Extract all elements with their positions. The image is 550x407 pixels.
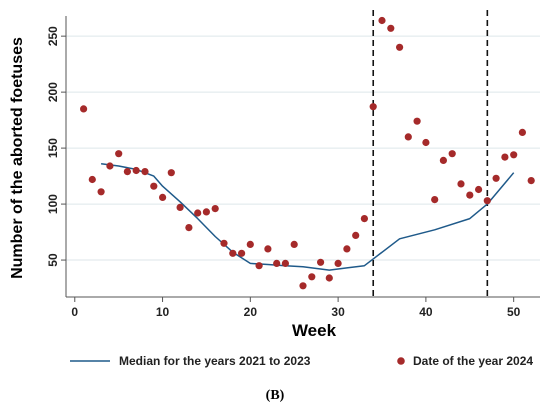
- data-point-week-13: [185, 224, 193, 232]
- data-point-week-30: [334, 259, 342, 267]
- data-point-week-2: [88, 175, 96, 184]
- data-point-week-22: [264, 245, 272, 253]
- reference-lines: [372, 10, 489, 297]
- data-point-week-8: [141, 168, 149, 176]
- data-point-week-32: [352, 231, 360, 239]
- median-series: [101, 163, 515, 271]
- x-tick-label-10: 10: [156, 305, 170, 319]
- data-point-week-1: [80, 105, 88, 113]
- median-line: [101, 163, 515, 271]
- points-series: [80, 16, 535, 290]
- legend-point-swatch: [397, 357, 405, 365]
- data-point-week-47: [483, 197, 491, 205]
- legend: Median for the years 2021 to 2023 Date o…: [70, 354, 533, 368]
- data-point-week-43: [448, 150, 456, 158]
- data-point-week-34: [369, 103, 377, 111]
- legend-point-label: Date of the year 2024: [413, 354, 533, 368]
- x-tick-label-0: 0: [71, 305, 78, 319]
- data-point-week-33: [360, 215, 368, 223]
- y-axis-title: Number of the aborted foetuses: [9, 37, 26, 279]
- data-point-week-5: [115, 150, 123, 158]
- data-point-week-19: [238, 249, 246, 257]
- x-ticks: 0 10 20 30 40 50: [71, 297, 521, 319]
- data-point-week-28: [317, 258, 325, 266]
- data-point-week-6: [123, 168, 131, 176]
- x-tick-label-20: 20: [244, 305, 258, 319]
- data-point-week-36: [387, 24, 395, 32]
- y-tick-label-150: 150: [46, 138, 60, 158]
- y-tick-label-100: 100: [46, 194, 60, 214]
- x-axis-title: Week: [292, 321, 337, 340]
- panel-label: (B): [266, 388, 285, 403]
- x-tick-label-30: 30: [331, 305, 345, 319]
- data-point-week-49: [501, 153, 509, 161]
- data-point-week-45: [466, 191, 474, 199]
- data-point-week-15: [202, 208, 210, 216]
- data-point-week-25: [290, 240, 298, 248]
- data-point-week-41: [431, 196, 439, 204]
- data-point-week-52: [527, 177, 535, 185]
- grid: [66, 35, 540, 261]
- data-point-week-7: [132, 166, 140, 175]
- data-point-week-4: [106, 162, 114, 170]
- y-tick-label-250: 250: [46, 26, 60, 46]
- legend-line-label: Median for the years 2021 to 2023: [119, 354, 311, 368]
- data-point-week-16: [211, 205, 219, 213]
- data-point-week-24: [281, 259, 289, 267]
- data-point-week-50: [510, 151, 518, 159]
- data-point-week-29: [325, 274, 333, 282]
- data-point-week-37: [396, 43, 404, 51]
- y-tick-label-200: 200: [46, 82, 60, 102]
- data-point-week-44: [457, 180, 465, 188]
- data-point-week-38: [404, 133, 412, 141]
- data-point-week-35: [378, 16, 386, 25]
- y-ticks: 50 100 150 200 250: [46, 26, 66, 267]
- data-point-week-12: [176, 203, 184, 211]
- data-point-week-11: [167, 169, 175, 177]
- data-point-week-51: [518, 128, 527, 136]
- data-point-week-27: [308, 273, 316, 281]
- data-point-week-21: [255, 262, 263, 270]
- data-point-week-42: [439, 156, 447, 164]
- data-point-week-10: [159, 193, 167, 201]
- x-tick-label-40: 40: [419, 305, 433, 319]
- x-tick-label-50: 50: [507, 305, 521, 319]
- y-tick-label-50: 50: [46, 253, 60, 267]
- data-point-week-40: [422, 138, 430, 147]
- data-point-week-31: [343, 245, 351, 253]
- data-point-week-17: [220, 239, 228, 247]
- data-point-week-3: [97, 188, 105, 196]
- data-point-week-46: [475, 185, 483, 194]
- data-point-week-23: [273, 259, 281, 267]
- axes: [65, 16, 540, 298]
- data-point-week-26: [299, 282, 307, 290]
- data-point-week-14: [194, 209, 202, 217]
- data-point-week-20: [246, 240, 254, 248]
- data-point-week-48: [492, 174, 500, 182]
- data-point-week-39: [413, 117, 421, 125]
- data-point-week-18: [229, 249, 237, 257]
- data-point-week-9: [150, 182, 158, 190]
